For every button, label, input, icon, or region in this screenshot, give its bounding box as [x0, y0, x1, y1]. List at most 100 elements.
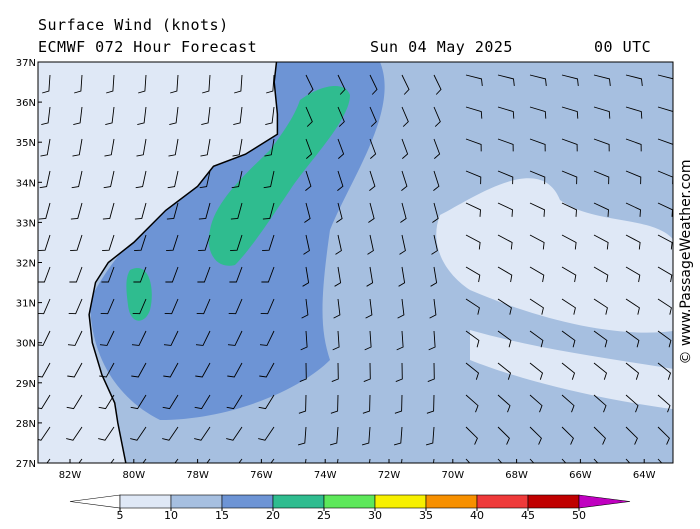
wind-barb — [226, 394, 243, 410]
colorbar-segment — [170, 494, 223, 509]
latitude-label: 32N — [16, 259, 36, 270]
wind-barb — [529, 266, 545, 283]
wind-barb — [262, 234, 275, 252]
wind-barb — [162, 426, 179, 441]
wind-barb — [365, 298, 373, 319]
wind-barb — [625, 170, 642, 185]
wind-barb — [593, 138, 610, 152]
wind-barb — [227, 330, 243, 346]
wind-barb — [68, 298, 83, 315]
wind-barb — [529, 298, 544, 315]
wind-barb — [465, 106, 483, 119]
wind-barb — [497, 106, 515, 119]
latitude-label: 37N — [16, 58, 36, 69]
wind-barb — [259, 362, 275, 378]
wind-barb — [301, 298, 309, 319]
wind-barb — [304, 202, 311, 223]
wind-barb — [166, 234, 179, 252]
wind-barb — [70, 234, 83, 252]
wind-barb — [593, 394, 607, 413]
colorbar-segment — [425, 494, 478, 509]
colorbar-segment — [374, 494, 427, 509]
wind-barb — [401, 170, 408, 191]
wind-barb — [593, 298, 608, 315]
wind-barb — [465, 266, 481, 283]
wind-barb — [561, 298, 576, 315]
wind-barb — [162, 394, 179, 410]
wind-barb — [561, 330, 576, 348]
wind-barb — [163, 330, 179, 346]
wind-barb — [69, 266, 83, 283]
wind-barb — [529, 106, 547, 119]
wind-barb — [299, 362, 307, 383]
latitude-label: 34N — [16, 178, 36, 189]
wind-barb — [625, 74, 643, 86]
wind-barb — [98, 426, 115, 441]
wind-barb — [361, 426, 371, 446]
wind-barb — [102, 234, 115, 252]
wind-barb — [300, 330, 308, 351]
wind-barbs — [38, 74, 673, 463]
wind-barb — [332, 330, 340, 351]
wind-barb — [433, 138, 441, 159]
wind-barb — [169, 106, 179, 126]
wind-barb — [657, 234, 673, 250]
wind-barb — [264, 138, 275, 157]
wind-barb — [625, 394, 639, 413]
wind-barb — [333, 298, 341, 319]
wind-barb — [364, 330, 372, 351]
colorbar-segment — [476, 494, 529, 509]
wind-barb — [66, 394, 83, 410]
wind-barb — [133, 266, 147, 283]
wind-barb — [369, 170, 376, 191]
wind-barb — [305, 74, 314, 95]
wind-barb — [561, 202, 577, 217]
wind-barb — [432, 202, 439, 223]
wind-barb — [198, 234, 211, 252]
wind-barb — [427, 362, 435, 383]
latitude-label: 36N — [16, 98, 36, 109]
wind-barb — [593, 362, 608, 380]
wind-barb — [132, 298, 147, 315]
wind-barb — [529, 394, 543, 413]
wind-barb — [134, 202, 147, 220]
wind-barb — [73, 106, 83, 126]
wind-barb — [497, 170, 514, 185]
wind-barb — [368, 202, 375, 223]
colorbar-label: 50 — [572, 509, 586, 522]
wind-barb — [230, 234, 243, 252]
wind-barb — [38, 362, 51, 378]
wind-barb — [657, 330, 672, 348]
wind-barb — [202, 74, 211, 94]
colorbar-label: 45 — [521, 509, 535, 522]
wind-barb — [593, 202, 609, 217]
wind-barb — [657, 106, 673, 114]
colorbar: 5 10 15 20 25 30 35 40 45 50 — [69, 494, 631, 522]
wind-barb — [98, 394, 115, 410]
wind-barb — [369, 138, 377, 159]
wind-barb — [529, 138, 546, 152]
wind-barb — [194, 394, 211, 410]
wind-barb — [41, 106, 51, 126]
wind-barb — [401, 138, 409, 159]
wind-barb — [399, 234, 406, 255]
wind-barb — [428, 330, 436, 351]
wind-barb — [625, 234, 641, 250]
wind-barb — [166, 202, 179, 220]
wind-barb — [561, 74, 579, 86]
wind-barb — [102, 202, 115, 220]
model-label: ECMWF 072 Hour Forecast — [38, 38, 257, 56]
wind-barb — [657, 362, 672, 380]
wind-barb — [227, 362, 243, 378]
wind-barb — [657, 138, 673, 152]
wind-barb — [329, 426, 339, 446]
wind-barb — [260, 298, 275, 315]
wind-barb — [305, 170, 312, 191]
wind-barb — [130, 426, 147, 441]
wind-barb — [625, 266, 641, 283]
wind-barb — [74, 74, 83, 94]
wind-barb — [529, 202, 545, 217]
wind-barb — [104, 138, 115, 157]
wind-barb — [625, 138, 642, 152]
wind-barb — [497, 266, 513, 283]
